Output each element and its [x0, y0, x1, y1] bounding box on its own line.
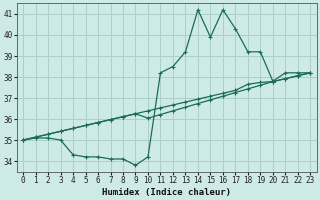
X-axis label: Humidex (Indice chaleur): Humidex (Indice chaleur): [102, 188, 231, 197]
